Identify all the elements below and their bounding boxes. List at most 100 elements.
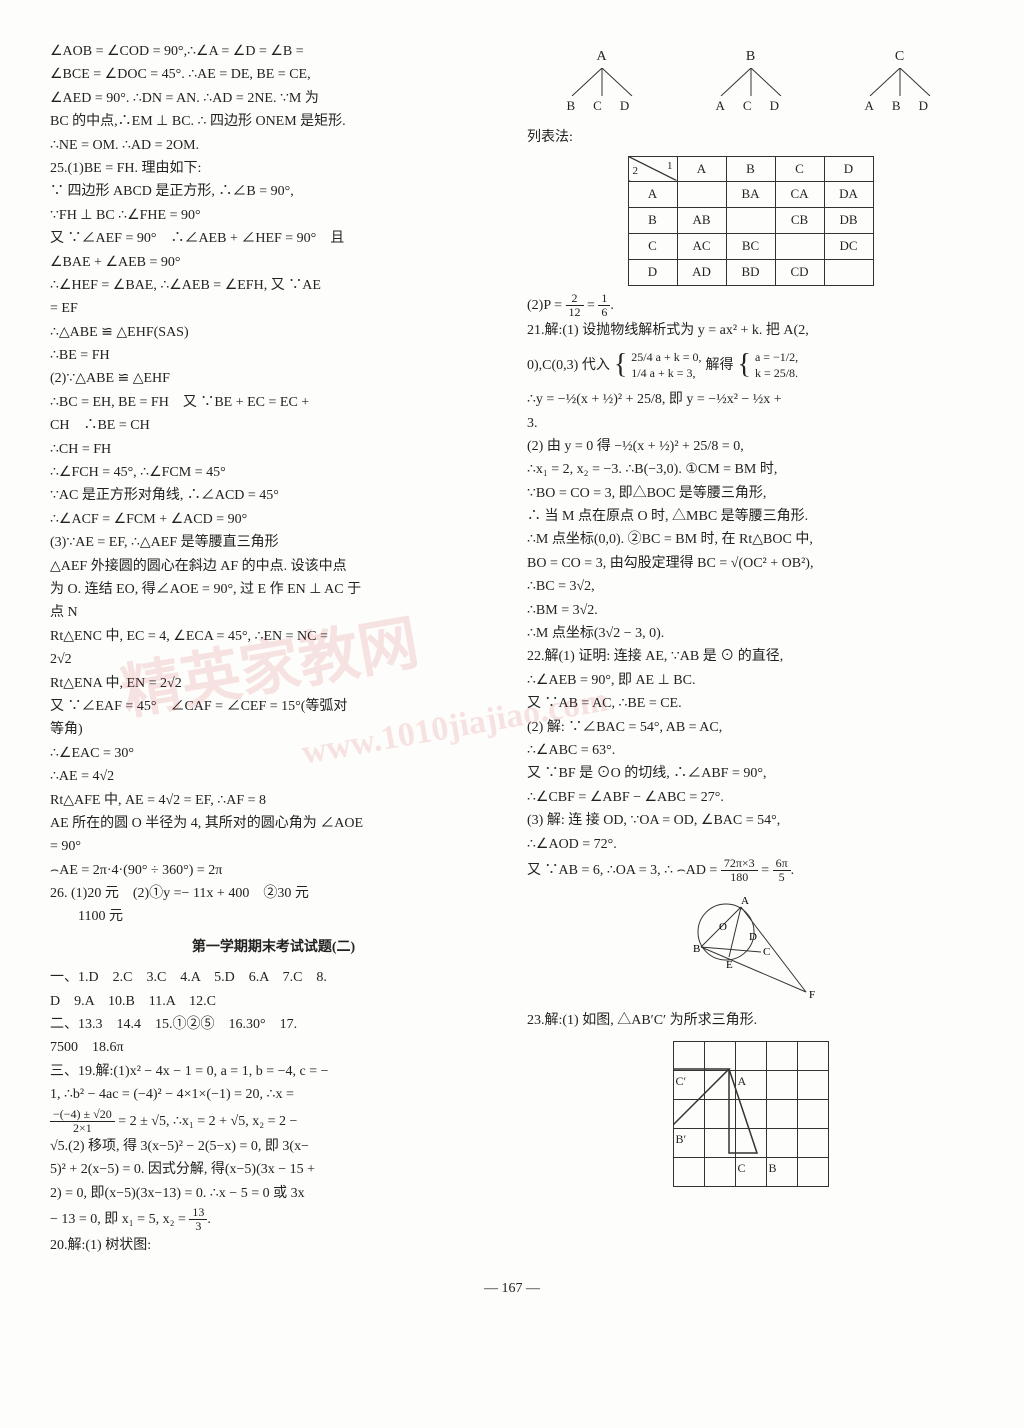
grid-label-cp: C′	[673, 1070, 704, 1099]
table-cell: BD	[726, 259, 775, 285]
table-header: A	[677, 156, 726, 182]
table-row: CACBCDC	[628, 233, 873, 259]
tree-lines-icon	[567, 68, 637, 96]
fraction-num: 2	[566, 292, 584, 306]
page-number: — 167 —	[50, 1278, 974, 1300]
text-line: (3)∵AE = EF, ∴△AEF 是等腰直三角形	[50, 532, 497, 554]
text-span: k = 25/8.	[755, 366, 798, 380]
text-line: ∠BCE = ∠DOC = 45°. ∴AE = DE, BE = CE,	[50, 64, 497, 86]
brace-icon: {	[614, 343, 627, 388]
fraction-den: 6	[598, 306, 610, 319]
text-line: ∴y = −½(x + ½)² + 25/8, 即 y = −½x² − ½x …	[527, 389, 974, 411]
text-line: △AEF 外接圆的圆心在斜边 AF 的中点. 设该中点	[50, 556, 497, 578]
text-line: 又 ∵∠AEF = 90° ∴∠AEB + ∠HEF = 90° 且	[50, 228, 497, 250]
tree-root-label: A	[567, 46, 637, 68]
fraction: 6π5	[773, 857, 791, 884]
fraction-den: 12	[566, 306, 584, 319]
probability-table: 12 A B C D ABACADA BABCBDB CACBCDC DADBD…	[628, 156, 874, 286]
tree-diagram: A B C D B A C D C A B D	[527, 46, 974, 117]
tree-node: A B C D	[567, 46, 637, 117]
text-line: 0),C(0,3) 代入 { 25/4 a + k = 0, 1/4 a + k…	[527, 343, 974, 388]
text-line: (2)∵△ABE ≌ △EHF	[50, 368, 497, 390]
text-span: .	[791, 863, 795, 878]
right-column: A B C D B A C D C A B D 列表法: 12 A B C D …	[527, 40, 974, 1258]
text-line: 26. (1)20 元 (2)①y =− 11x + 400 ②30 元	[50, 883, 497, 905]
text-span: 25/4 a + k = 0,	[631, 350, 701, 364]
table-cell	[775, 233, 824, 259]
grid-table: C′A B′ CB	[673, 1041, 829, 1187]
grid-label-a: A	[735, 1070, 766, 1099]
tree-root-label: C	[865, 46, 935, 68]
text-line: (2) 由 y = 0 得 −½(x + ½)² + 25/8 = 0,	[527, 436, 974, 458]
text-line: ∴∠HEF = ∠BAE, ∴∠AEB = ∠EFH, 又 ∵AE	[50, 275, 497, 297]
equation-system: a = −1/2, k = 25/8.	[755, 350, 798, 381]
text-span: =	[758, 863, 773, 878]
text-line: ∴M 点坐标(3√2 − 3, 0).	[527, 623, 974, 645]
text-line: ∴CH = FH	[50, 439, 497, 461]
table-cell: CA	[775, 182, 824, 208]
text-line: 为 O. 连结 EO, 得∠AOE = 90°, 过 E 作 EN ⊥ AC 于	[50, 579, 497, 601]
text-span: 1/4 a + k = 3,	[631, 366, 695, 380]
text-line: ∵ 四边形 ABCD 是正方形, ∴∠B = 90°,	[50, 181, 497, 203]
circle-diagram-svg: A O D B E C F	[671, 892, 831, 1002]
svg-text:F: F	[809, 989, 815, 1001]
text-line: 3.	[527, 413, 974, 435]
text-span: = 2 ± √5, ∴x₁ = 2 + √5, x₂ = 2 −	[115, 1113, 298, 1128]
grid-label-bp: B′	[673, 1128, 704, 1157]
text-line: ∴△ABE ≌ △EHF(SAS)	[50, 322, 497, 344]
text-line: 21.解:(1) 设抛物线解析式为 y = ax² + k. 把 A(2,	[527, 320, 974, 342]
table-row: DADBDCD	[628, 259, 873, 285]
text-line: ∴BC = 3√2,	[527, 576, 974, 598]
fraction-num: −(−4) ± √20	[50, 1108, 115, 1122]
text-line: 一、1.D 2.C 3.C 4.A 5.D 6.A 7.C 8.	[50, 967, 497, 989]
table-cell: BC	[726, 233, 775, 259]
text-line: 2) = 0, 即(x−5)(3x−13) = 0. ∴x − 5 = 0 或 …	[50, 1183, 497, 1205]
text-line: ∴ 当 M 点在原点 O 时, △MBC 是等腰三角形.	[527, 506, 974, 528]
tree-children: A C D	[716, 96, 786, 117]
text-line: 等角)	[50, 719, 497, 741]
tree-leaf: C	[743, 96, 752, 117]
brace-icon: {	[737, 343, 750, 388]
table-cell: DC	[824, 233, 873, 259]
tree-leaf: B	[892, 96, 901, 117]
fraction: 212	[566, 292, 584, 319]
text-line: ∴∠CBF = ∠ABF − ∠ABC = 27°.	[527, 787, 974, 809]
text-line: ∴x₁ = 2, x₂ = −3. ∴B(−3,0). ①CM = BM 时,	[527, 459, 974, 481]
text-line: 2√2	[50, 649, 497, 671]
text-line: √5.(2) 移项, 得 3(x−5)² − 2(5−x) = 0, 即 3(x…	[50, 1136, 497, 1158]
section-heading: 第一学期期末考试试题(二)	[50, 937, 497, 959]
equation-system: 25/4 a + k = 0, 1/4 a + k = 3,	[631, 350, 701, 381]
text-line: 22.解(1) 证明: 连接 AE, ∵AB 是 ⊙ 的直径,	[527, 646, 974, 668]
text-span: − 13 = 0, 即 x₁ = 5, x₂ =	[50, 1212, 189, 1227]
text-line: 1100 元	[50, 906, 497, 928]
tree-node: B A C D	[716, 46, 786, 117]
fraction: 16	[598, 292, 610, 319]
text-line: 又 ∵BF 是 ⊙O 的切线, ∴∠ABF = 90°,	[527, 763, 974, 785]
table-row: BABCBDB	[628, 208, 873, 234]
table-header: C	[775, 156, 824, 182]
text-span: .	[207, 1212, 211, 1227]
fraction-num: 6π	[773, 857, 791, 871]
tree-leaf: D	[620, 96, 629, 117]
text-line: Rt△AFE 中, AE = 4√2 = EF, ∴AF = 8	[50, 790, 497, 812]
svg-text:A: A	[741, 895, 749, 907]
text-span: 又 ∵AB = 6, ∴OA = 3, ∴ ⌢AD =	[527, 863, 721, 878]
text-line: (2) 解: ∵∠BAC = 54°, AB = AC,	[527, 717, 974, 739]
table-row-header: A	[628, 182, 677, 208]
tree-leaf: A	[716, 96, 725, 117]
text-line: = 90°	[50, 836, 497, 858]
tree-leaf: A	[865, 96, 874, 117]
fraction: 72π×3180	[721, 857, 758, 884]
text-line: 点 N	[50, 602, 497, 624]
text-line: ⌢AE = 2π·4·(90° ÷ 360°) = 2π	[50, 860, 497, 882]
text-line: ∵FH ⊥ BC ∴∠FHE = 90°	[50, 205, 497, 227]
text-line: ∴∠AEB = 90°, 即 AE ⊥ BC.	[527, 670, 974, 692]
text-span: 解得	[705, 355, 733, 377]
fraction-num: 1	[598, 292, 610, 306]
text-line: AE 所在的圆 O 半径为 4, 其所对的圆心角为 ∠AOE	[50, 813, 497, 835]
text-line: Rt△ENC 中, EC = 4, ∠ECA = 45°, ∴EN = NC =	[50, 626, 497, 648]
table-row-header: B	[628, 208, 677, 234]
text-line: 又 ∵AB = 6, ∴OA = 3, ∴ ⌢AD = 72π×3180 = 6…	[527, 857, 974, 884]
text-line: ∴∠EAC = 30°	[50, 743, 497, 765]
table-header: D	[824, 156, 873, 182]
